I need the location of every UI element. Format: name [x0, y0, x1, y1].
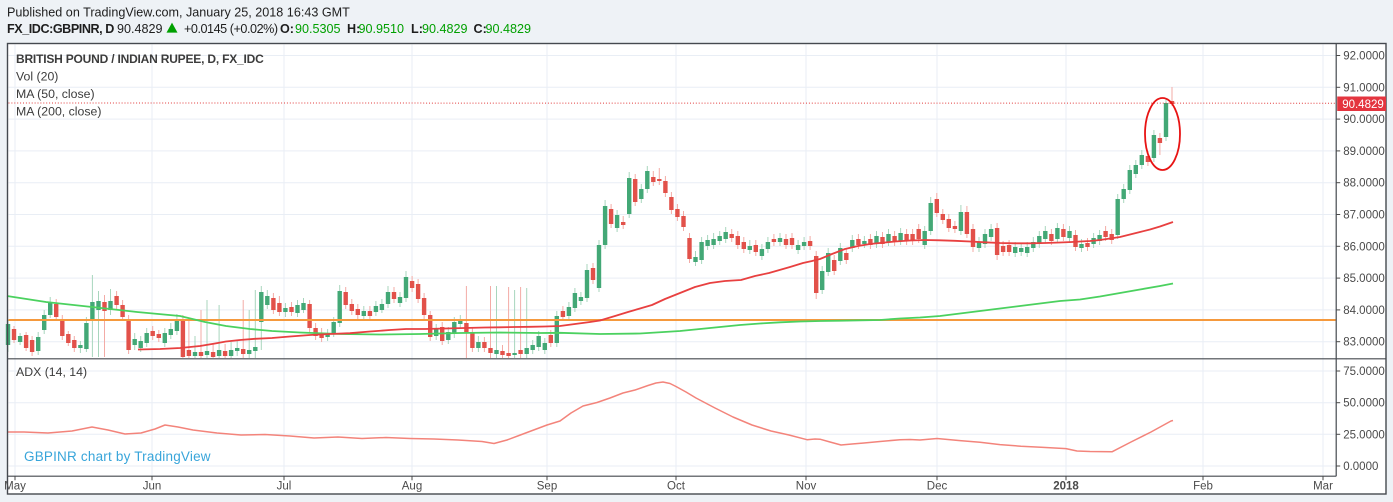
svg-text:MA (200, close): MA (200, close): [16, 105, 101, 119]
svg-text:FX_IDC:GBPINR, D: FX_IDC:GBPINR, D: [7, 22, 114, 36]
svg-text:90.4829: 90.4829: [117, 22, 163, 36]
svg-text:2018: 2018: [1053, 481, 1079, 493]
svg-text:Vol (20): Vol (20): [16, 70, 58, 84]
svg-text:90.9510: 90.9510: [359, 22, 405, 36]
svg-text:91.0000: 91.0000: [1343, 82, 1385, 94]
svg-text:May: May: [4, 481, 26, 493]
svg-text:BRITISH POUND / INDIAN RUPEE,: BRITISH POUND / INDIAN RUPEE, D, FX_IDC: [16, 52, 264, 66]
svg-text:L:: L:: [411, 22, 423, 36]
svg-text:Mar: Mar: [1313, 481, 1333, 493]
svg-text:83.0000: 83.0000: [1343, 337, 1385, 349]
svg-text:90.4829: 90.4829: [1342, 99, 1384, 111]
svg-text:Nov: Nov: [796, 481, 817, 493]
svg-text:25.0000: 25.0000: [1343, 429, 1385, 441]
svg-text:87.0000: 87.0000: [1343, 210, 1385, 222]
svg-text:88.0000: 88.0000: [1343, 178, 1385, 190]
svg-text:90.0000: 90.0000: [1343, 114, 1385, 126]
svg-text:90.4829: 90.4829: [486, 22, 532, 36]
svg-text:89.0000: 89.0000: [1343, 146, 1385, 158]
svg-text:C:: C:: [474, 22, 487, 36]
svg-text:86.0000: 86.0000: [1343, 241, 1385, 253]
svg-text:MA (50, close): MA (50, close): [16, 87, 95, 101]
svg-text:0.0000: 0.0000: [1343, 461, 1378, 473]
svg-text:90.4829: 90.4829: [422, 22, 468, 36]
svg-text:GBPINR chart by TradingView: GBPINR chart by TradingView: [24, 449, 211, 464]
svg-text:Jun: Jun: [143, 481, 162, 493]
svg-text:+0.0145 (+0.02%): +0.0145 (+0.02%): [184, 22, 278, 36]
svg-text:90.5305: 90.5305: [295, 22, 341, 36]
svg-text:H:: H:: [347, 22, 360, 36]
svg-text:50.0000: 50.0000: [1343, 398, 1385, 410]
svg-text:Jul: Jul: [277, 481, 292, 493]
svg-text:Aug: Aug: [402, 481, 422, 493]
svg-text:Oct: Oct: [667, 481, 686, 493]
svg-text:O:: O:: [280, 22, 294, 36]
svg-text:92.0000: 92.0000: [1343, 51, 1385, 63]
svg-text:ADX (14, 14): ADX (14, 14): [16, 365, 87, 379]
svg-text:Dec: Dec: [927, 481, 948, 493]
svg-text:84.0000: 84.0000: [1343, 305, 1385, 317]
svg-text:85.0000: 85.0000: [1343, 273, 1385, 285]
svg-text:Sep: Sep: [537, 481, 557, 493]
svg-text:Feb: Feb: [1193, 481, 1213, 493]
svg-text:75.0000: 75.0000: [1343, 366, 1385, 378]
svg-text:Published on TradingView.com,: Published on TradingView.com, January 25…: [7, 6, 350, 20]
